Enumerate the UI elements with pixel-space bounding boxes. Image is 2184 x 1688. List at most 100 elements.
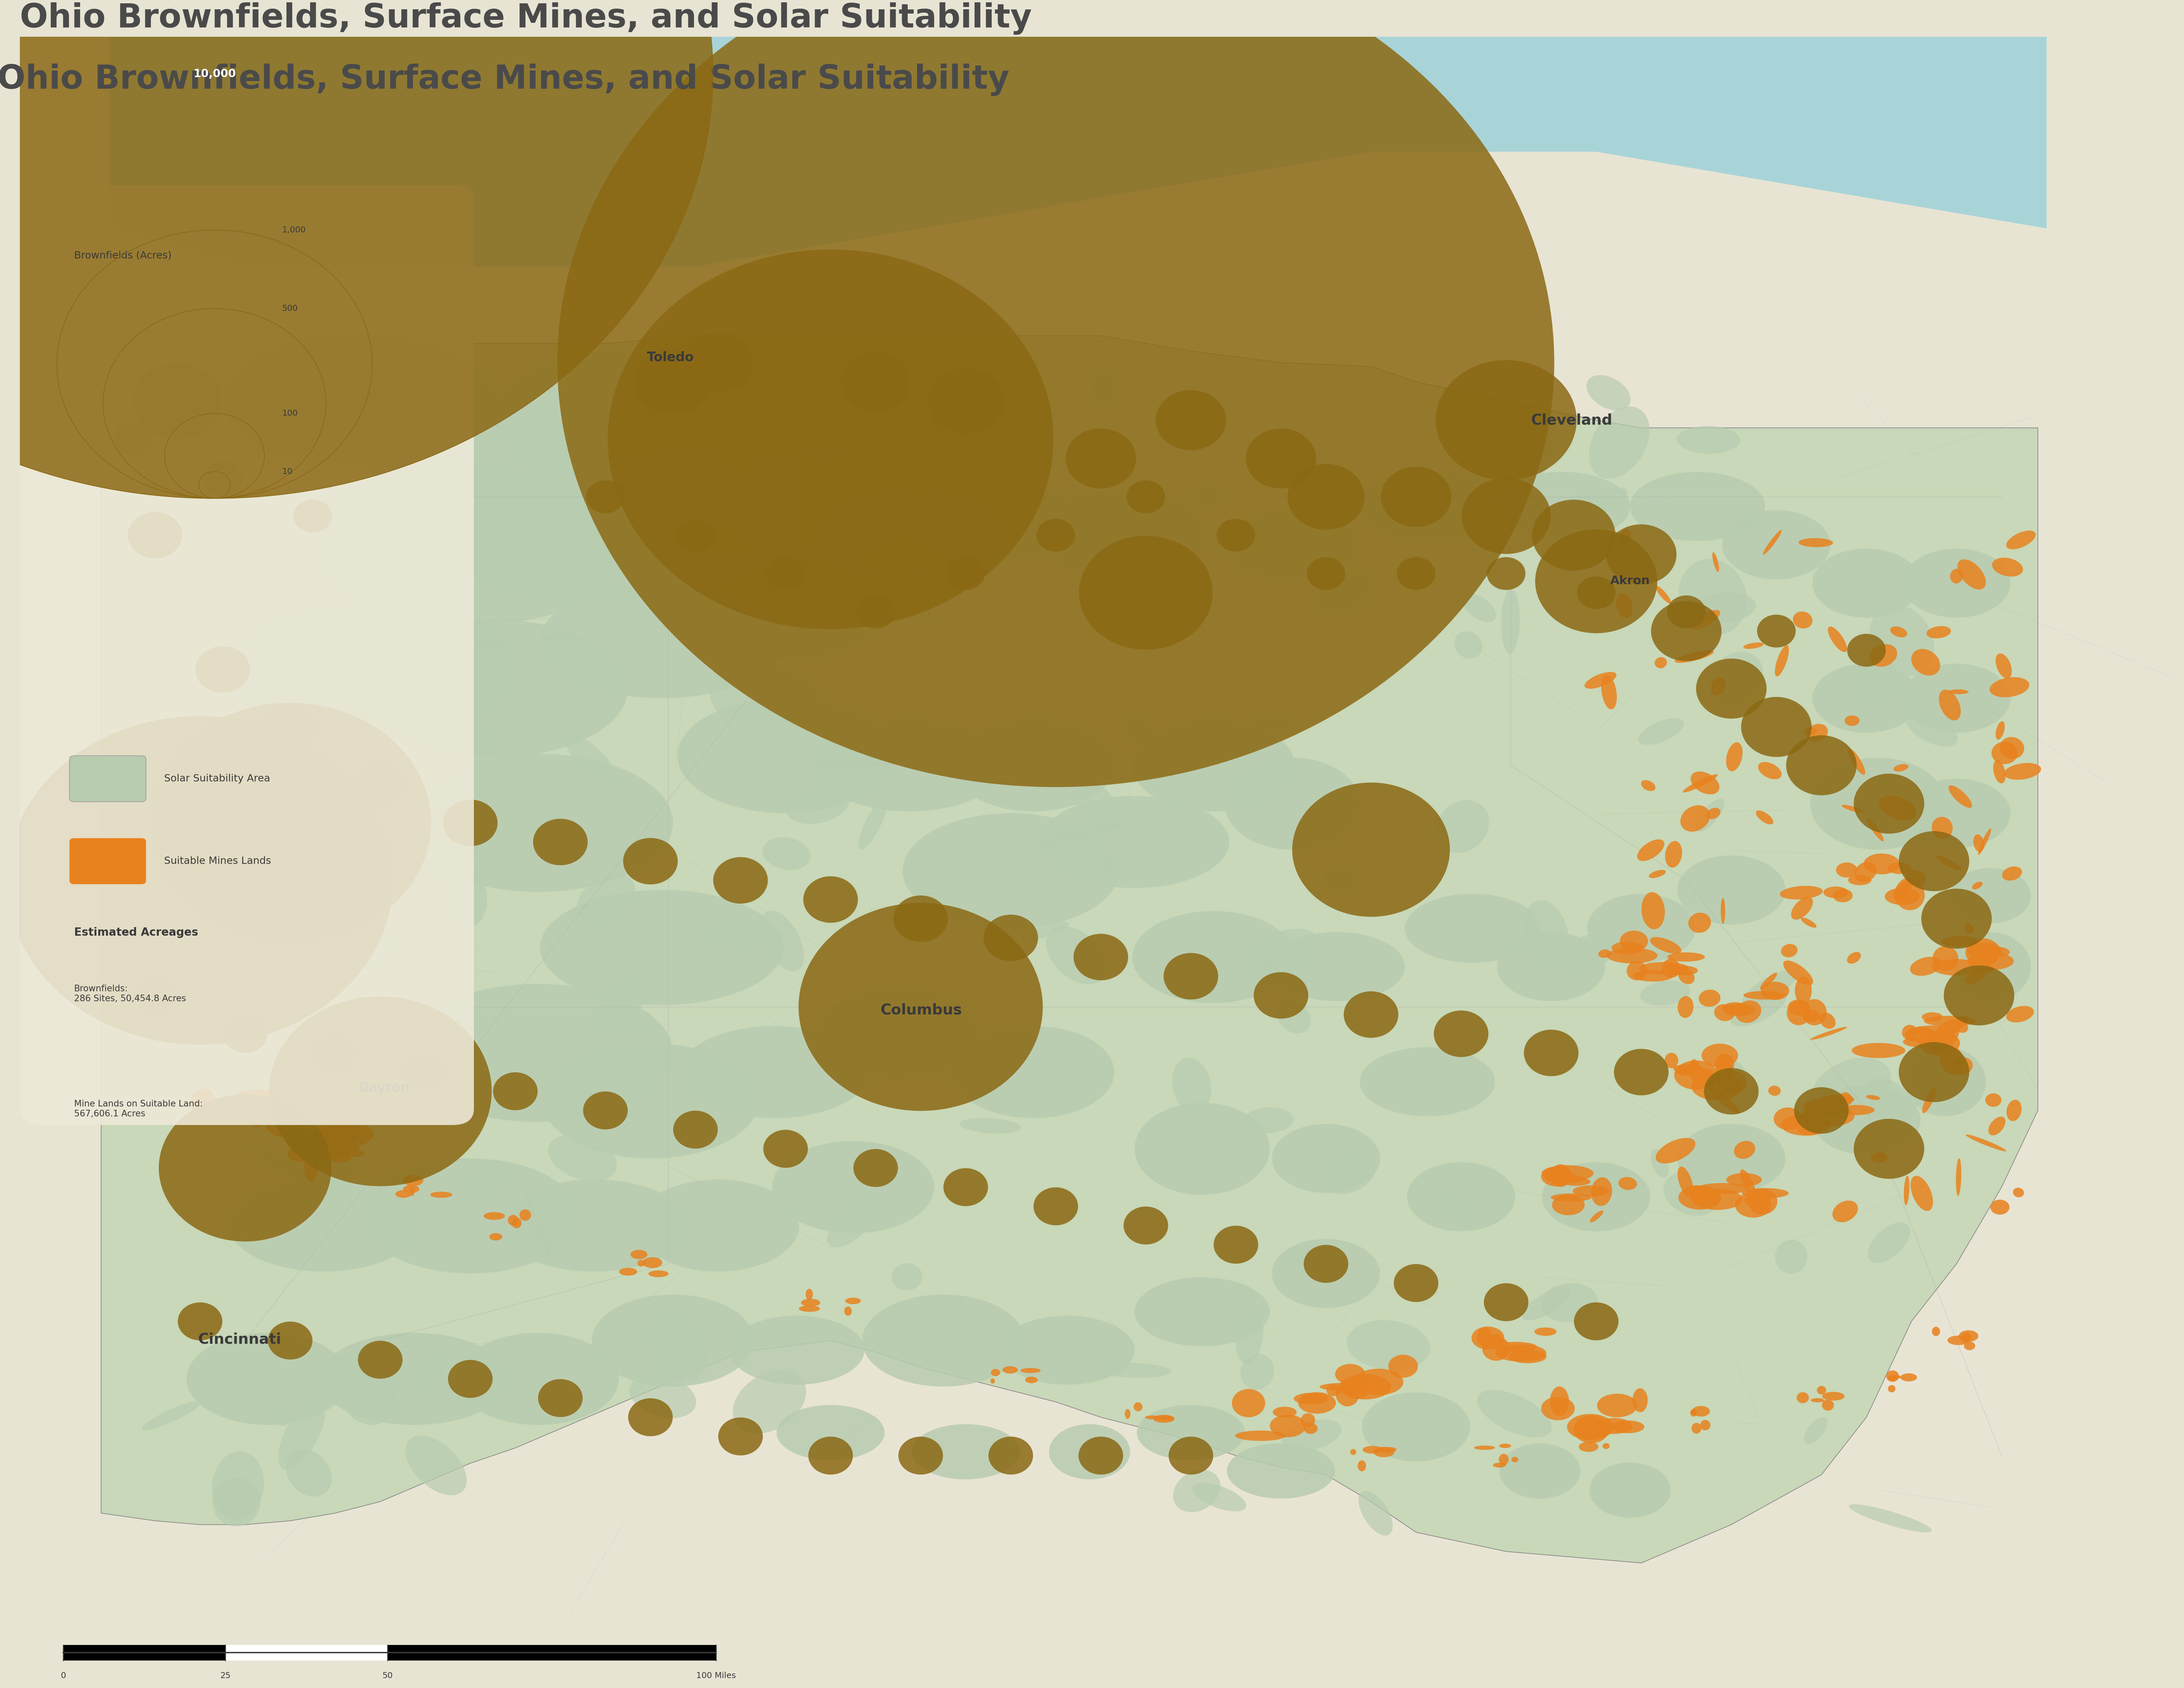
Ellipse shape [1677, 425, 1741, 454]
Ellipse shape [539, 582, 784, 699]
Circle shape [1127, 481, 1164, 513]
Ellipse shape [1297, 1393, 1337, 1413]
Ellipse shape [1811, 1026, 1848, 1040]
Ellipse shape [1133, 1403, 1142, 1411]
Circle shape [1075, 933, 1129, 981]
Ellipse shape [1669, 966, 1697, 976]
Ellipse shape [1688, 913, 1710, 933]
Ellipse shape [1566, 1415, 1614, 1440]
Ellipse shape [677, 699, 893, 814]
Ellipse shape [1948, 1335, 1970, 1345]
Ellipse shape [1621, 530, 1631, 547]
Ellipse shape [1848, 952, 1861, 964]
Ellipse shape [1723, 510, 1830, 579]
Ellipse shape [1957, 559, 1985, 589]
Ellipse shape [1378, 1447, 1396, 1452]
Ellipse shape [1933, 945, 1959, 971]
Ellipse shape [212, 1452, 264, 1519]
Ellipse shape [286, 1448, 332, 1497]
Ellipse shape [858, 798, 887, 849]
Ellipse shape [1922, 1087, 1935, 1114]
Ellipse shape [1942, 937, 1981, 947]
Ellipse shape [319, 944, 343, 989]
Ellipse shape [1904, 1026, 1935, 1043]
Ellipse shape [1651, 1150, 1669, 1178]
Circle shape [684, 333, 753, 393]
Circle shape [114, 424, 153, 456]
Ellipse shape [710, 665, 771, 721]
Ellipse shape [496, 351, 738, 490]
Ellipse shape [352, 942, 400, 982]
Circle shape [354, 761, 408, 809]
Ellipse shape [1690, 1058, 1701, 1084]
Text: 50: 50 [382, 1671, 393, 1680]
Ellipse shape [1690, 1072, 1743, 1101]
Ellipse shape [1553, 1195, 1586, 1215]
Ellipse shape [343, 949, 367, 982]
Ellipse shape [288, 1148, 312, 1161]
Ellipse shape [365, 901, 402, 960]
Ellipse shape [339, 687, 402, 736]
Ellipse shape [1675, 1069, 1712, 1075]
Ellipse shape [1439, 392, 1487, 427]
Ellipse shape [1612, 942, 1642, 954]
Ellipse shape [760, 910, 804, 971]
Circle shape [7, 716, 393, 1045]
Ellipse shape [1712, 552, 1719, 572]
Ellipse shape [304, 1151, 319, 1182]
Ellipse shape [1950, 868, 2031, 923]
Text: 10,000: 10,000 [192, 69, 236, 79]
Ellipse shape [1813, 663, 1920, 733]
Ellipse shape [817, 987, 978, 1080]
Ellipse shape [1304, 1423, 1317, 1433]
Ellipse shape [815, 490, 1005, 581]
Ellipse shape [762, 837, 810, 869]
Text: Cleveland: Cleveland [1531, 414, 1612, 427]
Ellipse shape [1922, 1013, 1944, 1021]
Ellipse shape [1588, 893, 1695, 962]
Ellipse shape [1404, 893, 1540, 962]
Ellipse shape [725, 449, 913, 564]
Ellipse shape [1710, 677, 1725, 695]
Ellipse shape [256, 1111, 262, 1123]
Text: Estimated Acreages: Estimated Acreages [74, 927, 199, 939]
Ellipse shape [1579, 1442, 1599, 1452]
Ellipse shape [1455, 631, 1483, 658]
Ellipse shape [1236, 1430, 1286, 1442]
Ellipse shape [1904, 1047, 1985, 1116]
Ellipse shape [1603, 1443, 1610, 1448]
Ellipse shape [1551, 1165, 1570, 1187]
Ellipse shape [577, 874, 636, 927]
Circle shape [762, 1129, 808, 1168]
Circle shape [1487, 557, 1524, 591]
Ellipse shape [2007, 1006, 2033, 1023]
Ellipse shape [430, 1192, 452, 1198]
Ellipse shape [786, 787, 850, 824]
Ellipse shape [264, 1109, 301, 1138]
Circle shape [583, 1092, 627, 1129]
Ellipse shape [1522, 1286, 1570, 1320]
Ellipse shape [1931, 817, 1952, 839]
Ellipse shape [729, 1315, 865, 1384]
Ellipse shape [1992, 741, 2018, 765]
Ellipse shape [1920, 1031, 1959, 1055]
Circle shape [804, 876, 858, 923]
Ellipse shape [1966, 1134, 2007, 1151]
Ellipse shape [1638, 962, 1688, 974]
Ellipse shape [1042, 490, 1203, 581]
Ellipse shape [1887, 1386, 1896, 1393]
Ellipse shape [1629, 473, 1765, 540]
Ellipse shape [1673, 1063, 1704, 1074]
Ellipse shape [1131, 912, 1295, 1003]
Ellipse shape [1725, 1173, 1762, 1187]
Circle shape [448, 1361, 494, 1398]
Circle shape [1787, 736, 1856, 795]
Ellipse shape [402, 984, 673, 1123]
Ellipse shape [1870, 645, 1898, 667]
Ellipse shape [1337, 1382, 1358, 1406]
Ellipse shape [358, 619, 629, 758]
Ellipse shape [253, 1112, 273, 1117]
Ellipse shape [1902, 1036, 1939, 1048]
Ellipse shape [1627, 960, 1647, 981]
Circle shape [203, 461, 242, 495]
